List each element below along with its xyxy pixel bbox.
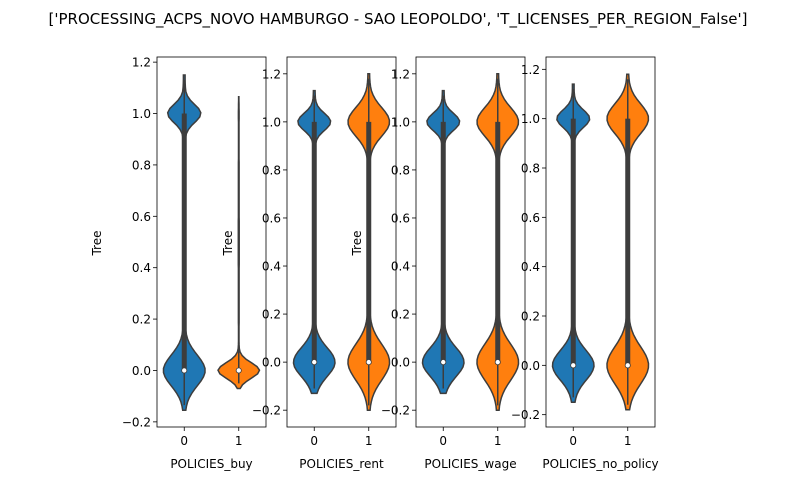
ytick-label-2-7: 1.2 (391, 67, 410, 81)
violin-iqr-2-0 (440, 121, 446, 363)
xtick-label-2-0: 0 (439, 434, 447, 448)
violin-iqr-3-1 (625, 118, 631, 366)
xtick-label-1-1: 1 (365, 434, 373, 448)
ytick-label-1-2: 0.2 (262, 308, 281, 322)
ytick-label-0-3: 0.4 (132, 261, 151, 275)
ytick-label-1-7: 1.2 (262, 67, 281, 81)
violin-iqr-0-0 (181, 113, 187, 371)
subplot-3: −0.2 0.0 0.2 0.4 0.6 0.8 1.0 1.2 0 1 POLICIES_no_p… (511, 56, 659, 471)
ytick-label-3-3: 0.4 (521, 260, 540, 274)
ytick-label-2-6: 1.0 (391, 115, 410, 129)
violin-median-2-0 (440, 359, 447, 366)
ytick-label-3-5: 0.8 (521, 162, 540, 176)
ytick-label-1-3: 0.4 (262, 260, 281, 274)
ytick-label-2-4: 0.6 (391, 211, 410, 225)
violin-iqr-1-1 (366, 121, 372, 363)
violin-median-1-1 (365, 359, 372, 366)
ytick-label-1-4: 0.6 (262, 211, 281, 225)
axes-frame-2 (415, 56, 526, 428)
xtick-label-3-1: 1 (624, 434, 632, 448)
xlabel-1: POLICIES_rent (299, 457, 384, 471)
ylabel-1: Tree (221, 230, 235, 256)
violin-iqr-2-1 (495, 121, 501, 363)
axes-frame-3 (545, 56, 656, 428)
ytick-label-1-6: 1.0 (262, 115, 281, 129)
xlabel-2: POLICIES_wage (424, 457, 516, 471)
xlabel-3: POLICIES_no_policy (542, 457, 658, 471)
ytick-label-3-6: 1.0 (521, 112, 540, 126)
xtick-label-1-0: 0 (310, 434, 318, 448)
ytick-label-3-1: 0.0 (521, 359, 540, 373)
ytick-label-0-2: 0.2 (132, 313, 151, 327)
ytick-label-0-0: −0.2 (122, 415, 151, 429)
ytick-label-2-5: 0.8 (391, 163, 410, 177)
xtick-label-2-1: 1 (494, 434, 502, 448)
violin-median-0-1 (235, 367, 242, 374)
ytick-label-2-0: −0.2 (381, 404, 410, 418)
xlabel-0: POLICIES_buy (170, 457, 252, 471)
ytick-label-0-1: 0.0 (132, 364, 151, 378)
ylabel-0: Tree (90, 230, 104, 256)
ytick-label-0-6: 1.0 (132, 107, 151, 121)
panels: −0.2 0.0 0.2 0.4 0.6 0.8 1.0 1.2 0 1 POLICIES_buy T… (90, 56, 659, 471)
violin-median-3-1 (624, 362, 631, 369)
ytick-label-2-2: 0.2 (391, 308, 410, 322)
xtick-label-0-1: 1 (235, 434, 243, 448)
violin-median-0-0 (181, 367, 188, 374)
xtick-label-3-0: 0 (569, 434, 577, 448)
ytick-label-2-3: 0.4 (391, 260, 410, 274)
subplot-2: −0.2 0.0 0.2 0.4 0.6 0.8 1.0 1.2 0 1 POLICIES_wage… (350, 56, 526, 471)
subplot-1: −0.2 0.0 0.2 0.4 0.6 0.8 1.0 1.2 0 1 POLICIES_rent… (221, 56, 397, 471)
subplot-0: −0.2 0.0 0.2 0.4 0.6 0.8 1.0 1.2 0 1 POLICIES_buy T… (90, 56, 267, 471)
xtick-label-0-0: 0 (180, 434, 188, 448)
violin-iqr-3-0 (570, 118, 576, 366)
ytick-label-1-0: −0.2 (252, 404, 281, 418)
ytick-label-3-7: 1.2 (521, 63, 540, 77)
violin-median-2-1 (494, 359, 501, 366)
ytick-label-0-5: 0.8 (132, 158, 151, 172)
ytick-label-3-4: 0.6 (521, 211, 540, 225)
ytick-label-3-0: −0.2 (511, 408, 540, 422)
axes-frame-1 (286, 56, 397, 428)
violin-median-3-0 (570, 362, 577, 369)
axes-frame-0 (156, 56, 267, 428)
figure-title: ['PROCESSING_ACPS_NOVO HAMBURGO - SAO LE… (49, 10, 748, 29)
violin-median-1-0 (311, 359, 318, 366)
ylabel-2: Tree (350, 230, 364, 256)
violin-iqr-1-0 (311, 121, 317, 363)
ytick-label-0-7: 1.2 (132, 56, 151, 70)
ytick-label-1-1: 0.0 (262, 356, 281, 370)
ytick-label-2-1: 0.0 (391, 356, 410, 370)
ytick-label-1-5: 0.8 (262, 163, 281, 177)
ytick-label-0-4: 0.6 (132, 210, 151, 224)
ytick-label-3-2: 0.2 (521, 310, 540, 324)
